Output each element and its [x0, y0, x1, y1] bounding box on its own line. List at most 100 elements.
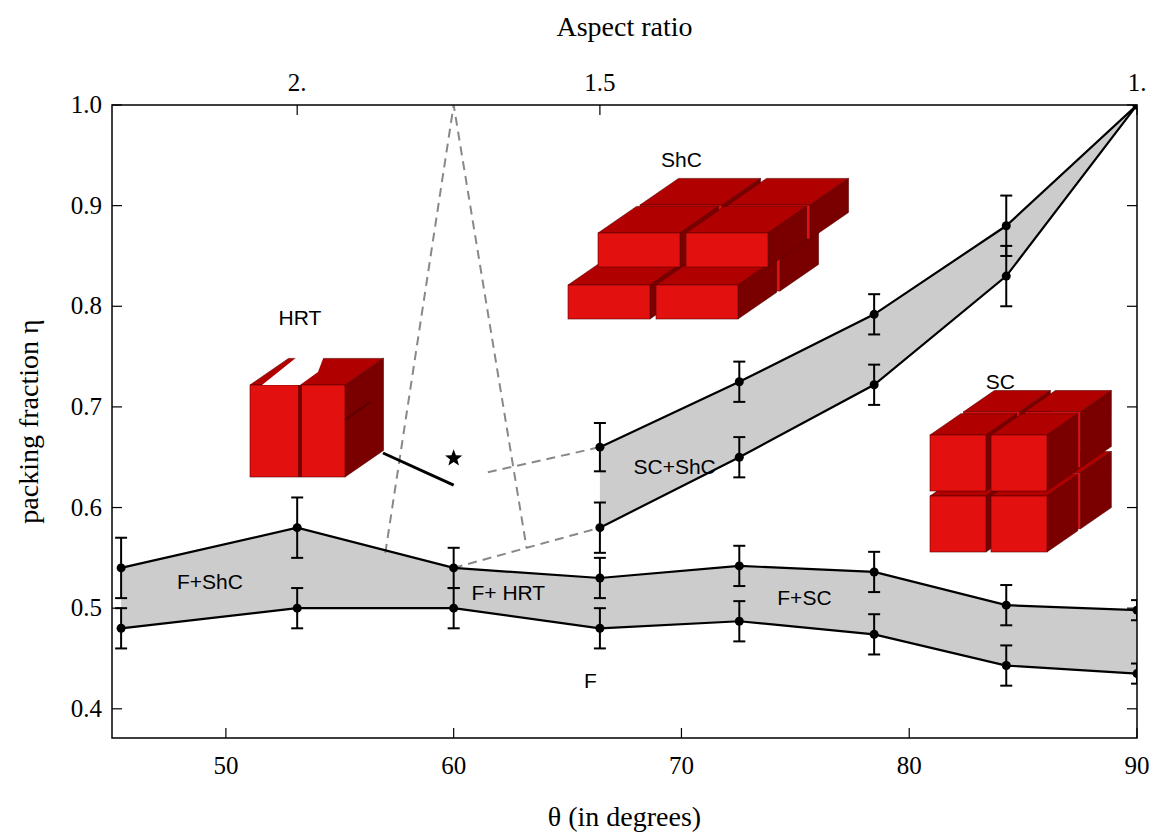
- error-bar: [733, 546, 745, 586]
- data-point: [1002, 221, 1011, 230]
- region-label: F+ShC: [177, 570, 243, 593]
- region-label: F: [584, 669, 597, 692]
- error-bar-cap: [868, 591, 880, 593]
- data-point: [870, 310, 879, 319]
- star-marker: [445, 449, 462, 465]
- cube-front: [250, 385, 345, 477]
- shc-illustration: [568, 178, 849, 319]
- error-bar: [1000, 645, 1012, 685]
- top-tick: [599, 105, 600, 115]
- error-bar-cap: [1131, 683, 1137, 685]
- x-tick-label: 90: [1125, 752, 1150, 779]
- error-bar: [733, 362, 745, 402]
- data-point: [595, 523, 604, 532]
- error-bar-cap: [448, 547, 460, 549]
- region-label: F+ HRT: [471, 581, 545, 604]
- error-bar: [115, 538, 127, 598]
- error-bar: [733, 437, 745, 477]
- data-point: [1002, 601, 1011, 610]
- x-tick-label: 70: [669, 752, 694, 779]
- error-bar: [115, 608, 127, 648]
- hrt-cut: [262, 340, 330, 385]
- cube-side: [810, 178, 849, 239]
- data-point: [870, 567, 879, 576]
- error-bar-cap: [594, 647, 606, 649]
- top-axis-title: Aspect ratio: [556, 11, 692, 42]
- region-label: ShC: [661, 148, 702, 171]
- data-point: [1002, 272, 1011, 281]
- error-bar-cap: [1000, 624, 1012, 626]
- error-bar: [594, 503, 606, 553]
- axes: 50607080900.40.50.60.70.80.91.02.1.51.: [71, 69, 1150, 779]
- region-label: SC: [986, 370, 1015, 393]
- phase-boundary: [121, 608, 1137, 673]
- region-label: F+SC: [777, 586, 831, 609]
- error-bar-cap: [291, 587, 303, 589]
- error-bar: [868, 614, 880, 654]
- error-bar-cap: [448, 587, 460, 589]
- data-point: [1002, 661, 1011, 670]
- error-bar: [448, 588, 460, 628]
- data-point: [293, 604, 302, 613]
- cube-front: [991, 435, 1047, 491]
- dashed-boundary: [488, 447, 600, 472]
- error-bar: [733, 601, 745, 641]
- data-point: [735, 617, 744, 626]
- error-bar-cap: [733, 640, 745, 642]
- coexistence-band: [600, 105, 1137, 528]
- y-tick: [112, 104, 122, 105]
- error-bar-cap: [594, 470, 606, 472]
- plot-frame: [112, 105, 1137, 738]
- error-bar: [1131, 600, 1137, 620]
- cube-front: [686, 233, 768, 267]
- y-tick-label: 0.7: [71, 393, 102, 420]
- y-tick-right: [1127, 708, 1137, 709]
- data-point: [449, 563, 458, 572]
- error-bar-cap: [594, 422, 606, 424]
- error-bar-cap: [594, 607, 606, 609]
- data-point: [293, 523, 302, 532]
- x-axis-title: θ (in degrees): [548, 801, 701, 832]
- top-tick-label: 2.: [288, 69, 307, 96]
- region-label: HRT: [279, 306, 322, 329]
- cube-side: [1081, 391, 1112, 468]
- error-bar-cap: [291, 627, 303, 629]
- error-bar: [448, 548, 460, 588]
- error-bar: [1131, 664, 1137, 684]
- error-bar-cap: [594, 597, 606, 599]
- y-tick-label: 0.4: [71, 695, 103, 722]
- data-point: [117, 563, 126, 572]
- error-bar: [1000, 196, 1012, 256]
- error-bar-cap: [115, 597, 127, 599]
- y-tick: [112, 406, 122, 407]
- cube-front: [991, 496, 1047, 552]
- cube-front: [930, 435, 986, 491]
- cube-side: [1047, 414, 1078, 491]
- error-bar-cap: [1000, 255, 1012, 257]
- error-bar: [868, 294, 880, 334]
- y-tick: [112, 306, 122, 307]
- error-bar-cap: [1000, 685, 1012, 687]
- error-bar-cap: [291, 496, 303, 498]
- hrt-edge: [345, 402, 370, 420]
- x-tick: [225, 728, 226, 738]
- error-bar-cap: [1131, 599, 1137, 601]
- data-point: [117, 624, 126, 633]
- error-bar: [868, 365, 880, 405]
- pointer-line: [383, 453, 454, 485]
- error-bar-cap: [448, 587, 460, 589]
- error-bar-cap: [448, 627, 460, 629]
- error-bar-cap: [868, 404, 880, 406]
- y-tick: [112, 507, 122, 508]
- data-point: [870, 630, 879, 639]
- error-bar: [291, 588, 303, 628]
- background: [0, 0, 1167, 839]
- x-tick: [681, 728, 682, 738]
- data-point: [595, 573, 604, 582]
- y-tick-right: [1127, 104, 1137, 105]
- error-bar-cap: [868, 333, 880, 335]
- x-tick-label: 80: [897, 752, 922, 779]
- error-bar-cap: [868, 551, 880, 553]
- error-bar-cap: [733, 436, 745, 438]
- error-bar-cap: [115, 647, 127, 649]
